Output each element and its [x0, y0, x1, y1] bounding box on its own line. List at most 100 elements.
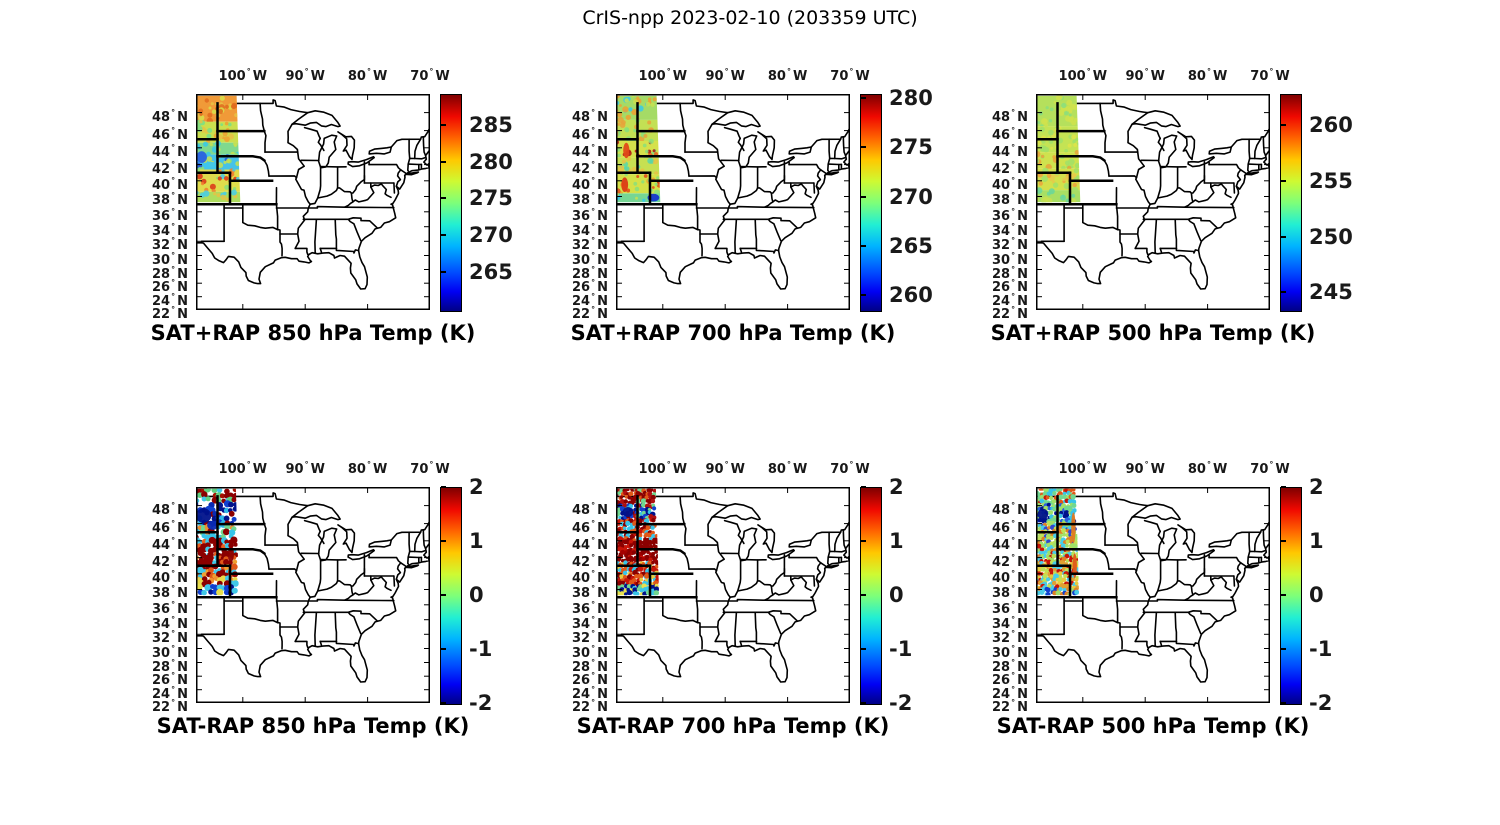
colorbar-tick-label: 0: [469, 583, 484, 607]
lon-tick-hemisphere: W: [672, 462, 688, 477]
axis-tick-marks: [1037, 488, 1270, 703]
lat-tick-label: 30° N: [964, 640, 1028, 661]
lat-tick-hemisphere: N: [177, 144, 188, 160]
lat-tick-label: 28° N: [124, 654, 188, 675]
lat-tick-value: 44: [572, 144, 591, 160]
lat-tick-hemisphere: N: [177, 686, 188, 702]
swath-feature-blob: [623, 142, 630, 159]
lat-tick-value: 42: [992, 161, 1011, 177]
swath-feature-blob: [621, 177, 629, 192]
lat-tick-label: 38° N: [124, 580, 188, 602]
lat-tick-hemisphere: N: [177, 520, 188, 536]
degree-symbol: °: [591, 206, 596, 216]
lat-tick-label: 22° N: [124, 694, 188, 715]
colorbar-sat-minus-rap-500: [1280, 487, 1302, 705]
degree-symbol: °: [171, 305, 176, 314]
figure-title: CrIS-npp 2023-02-10 (203359 UTC): [582, 7, 918, 29]
colorbar-tick-label: -2: [469, 691, 493, 715]
lat-tick-label: 40° N: [964, 172, 1028, 193]
colorbar-tick-mark: [1281, 702, 1286, 704]
colorbar-tick-mark: [441, 648, 446, 650]
colorbar-tick-label: 260: [889, 283, 933, 308]
colorbar-tick-label: 245: [1309, 280, 1353, 305]
lat-tick-hemisphere: N: [1017, 502, 1028, 518]
degree-symbol: °: [1011, 584, 1016, 594]
lat-tick-value: 44: [572, 537, 591, 553]
lat-tick-hemisphere: N: [1017, 586, 1028, 602]
colorbar-tick-mark: [861, 486, 866, 488]
lon-tick-hemisphere: W: [372, 69, 388, 84]
lat-tick-hemisphere: N: [1017, 238, 1028, 254]
lat-tick-value: 36: [572, 208, 591, 224]
lat-tick-label: 26° N: [544, 667, 608, 688]
lat-tick-value: 48: [572, 109, 591, 125]
lat-tick-value: 34: [992, 223, 1011, 239]
lat-tick-hemisphere: N: [177, 193, 188, 209]
lon-tick-hemisphere: W: [435, 462, 450, 477]
lat-tick-label: 42° N: [124, 156, 188, 177]
lon-tick-label: 100° W: [1049, 63, 1117, 84]
colorbar-sat-minus-rap-850: [440, 487, 462, 705]
map-frame: [196, 94, 430, 310]
lat-tick-value: 30: [572, 252, 591, 268]
lat-tick-label: 24° N: [124, 288, 188, 309]
colorbar-tick-mark: [1281, 648, 1286, 650]
lat-tick-label: 34° N: [964, 218, 1028, 239]
colorbar-tick-label: 275: [889, 135, 933, 160]
panel-title-sat-minus-rap-850: SAT-RAP 850 hPa Temp (K): [156, 714, 470, 738]
lat-tick-label: 26° N: [544, 274, 608, 295]
colorbar-tick-label: 260: [1309, 113, 1353, 138]
lat-tick-hemisphere: N: [597, 127, 608, 143]
degree-symbol: °: [591, 159, 596, 169]
lat-tick-label: 22° N: [964, 694, 1028, 715]
degree-symbol: °: [1011, 629, 1016, 639]
map-frame: [616, 94, 850, 310]
lon-tick-value: 80: [1187, 69, 1206, 84]
lat-tick-hemisphere: N: [597, 161, 608, 177]
lat-tick-label: 44° N: [964, 532, 1028, 553]
lat-tick-value: 24: [572, 293, 591, 309]
lat-tick-value: 46: [152, 520, 171, 536]
lat-tick-value: 44: [152, 537, 171, 553]
lon-tick-value: 100: [1058, 462, 1086, 477]
degree-symbol: °: [1011, 684, 1016, 694]
lat-tick-label: 46° N: [124, 515, 188, 536]
colorbar-tick-label: 1: [889, 529, 904, 553]
lat-tick-value: 28: [572, 266, 591, 282]
lon-tick-hemisphere: W: [310, 462, 325, 477]
lon-tick-hemisphere: W: [730, 69, 745, 84]
lat-tick-value: 30: [992, 645, 1011, 661]
lon-tick-hemisphere: W: [435, 69, 450, 84]
lat-tick-label: 28° N: [124, 261, 188, 282]
degree-symbol: °: [171, 264, 176, 274]
degree-symbol: °: [786, 460, 791, 469]
lon-tick-value: 100: [1058, 69, 1086, 84]
degree-symbol: °: [171, 250, 176, 260]
heavy-state-borders: [1036, 495, 1118, 599]
lat-tick-hemisphere: N: [597, 177, 608, 193]
degree-symbol: °: [591, 671, 596, 681]
degree-symbol: °: [591, 552, 596, 562]
degree-symbol: °: [849, 460, 854, 469]
lat-tick-value: 28: [152, 659, 171, 675]
lat-tick-value: 40: [572, 570, 591, 586]
lat-tick-hemisphere: N: [1017, 177, 1028, 193]
panel-title-sat-minus-rap-700: SAT-RAP 700 hPa Temp (K): [576, 714, 890, 738]
lat-tick-hemisphere: N: [597, 616, 608, 632]
basemap-state-borders: [616, 492, 850, 683]
lat-tick-hemisphere: N: [177, 293, 188, 309]
colorbar-tick-label: 2: [469, 475, 484, 499]
lat-tick-hemisphere: N: [1017, 193, 1028, 209]
lon-tick-label: 70° W: [396, 456, 464, 477]
lat-tick-hemisphere: N: [1017, 570, 1028, 586]
panel-title-sat-plus-rap-850: SAT+RAP 850 hPa Temp (K): [150, 321, 476, 345]
lat-tick-label: 38° N: [964, 580, 1028, 602]
lat-tick-label: 24° N: [544, 681, 608, 702]
lat-tick-hemisphere: N: [1017, 144, 1028, 160]
lat-tick-label: 40° N: [124, 172, 188, 193]
lon-tick-hemisphere: W: [1150, 69, 1165, 84]
lat-tick-hemisphere: N: [177, 659, 188, 675]
lat-tick-value: 38: [152, 586, 171, 602]
map-canvas-sat-plus-rap-500: [1036, 94, 1270, 310]
heavy-state-borders: [196, 495, 278, 599]
